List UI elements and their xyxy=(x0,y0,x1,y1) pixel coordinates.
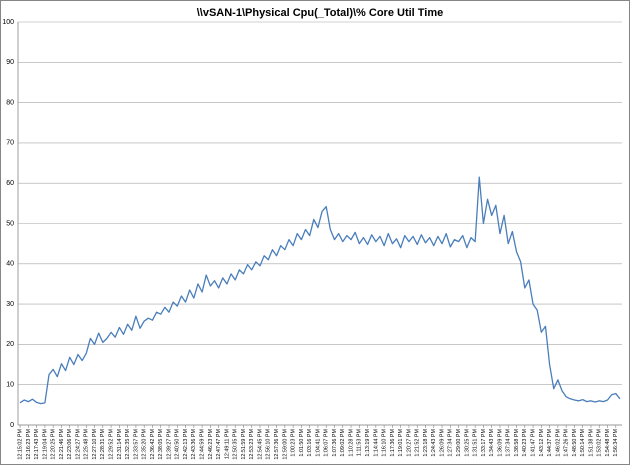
x-tick-label: 12:54:45 PM xyxy=(257,429,263,460)
x-tick-label: 1:29:00 PM xyxy=(456,428,462,456)
x-tick-label: 1:07:36 PM xyxy=(332,428,338,456)
y-tick-label: 30 xyxy=(6,301,14,308)
y-tick-label: 20 xyxy=(6,341,14,348)
x-tick-label: 1:46:02 PM xyxy=(555,428,561,456)
y-tick-label: 10 xyxy=(6,382,14,389)
x-tick-label: 1:27:34 PM xyxy=(448,428,454,456)
x-tick-label: 1:56:34 PM xyxy=(613,428,619,456)
x-tick-label: 12:38:05 PM xyxy=(158,429,164,460)
x-tick-label: 1:21:52 PM xyxy=(415,428,421,456)
x-tick-label: 1:33:17 PM xyxy=(481,428,487,456)
x-tick-label: 12:19:04 PM xyxy=(42,429,48,460)
x-tick-label: 1:03:16 PM xyxy=(307,428,313,456)
y-tick-label: 0 xyxy=(10,422,14,429)
x-tick-label: 1:34:43 PM xyxy=(489,428,495,456)
x-tick-label: 1:47:26 PM xyxy=(564,428,570,456)
x-tick-label: 1:24:43 PM xyxy=(431,428,437,456)
x-tick-label: 1:43:12 PM xyxy=(539,428,545,456)
x-tick-label: 1:16:10 PM xyxy=(382,428,388,456)
x-tick-label: 12:46:23 PM xyxy=(208,429,214,460)
x-tick-label: 1:38:58 PM xyxy=(514,428,520,456)
x-tick-label: 12:21:46 PM xyxy=(59,429,65,460)
x-tick-label: 12:42:13 PM xyxy=(183,429,189,460)
x-tick-label: 12:35:20 PM xyxy=(142,429,148,460)
x-tick-label: 1:06:07 PM xyxy=(324,428,330,456)
x-tick-label: 12:28:31 PM xyxy=(100,429,106,460)
x-tick-label: 12:56:10 PM xyxy=(266,429,272,460)
x-tick-label: 12:40:50 PM xyxy=(175,429,181,460)
x-tick-label: 12:25:48 PM xyxy=(84,429,90,460)
x-tick-label: 12:29:52 PM xyxy=(109,429,115,460)
x-tick-label: 12:49:11 PM xyxy=(224,428,230,459)
x-tick-label: 1:09:02 PM xyxy=(340,428,346,456)
x-tick-label: 1:41:47 PM xyxy=(530,428,536,456)
y-tick-label: 70 xyxy=(6,140,14,147)
x-tick-label: 12:23:06 PM xyxy=(67,429,73,460)
y-tick-label: 80 xyxy=(6,99,14,106)
x-tick-label: 1:37:34 PM xyxy=(506,428,512,456)
x-tick-label: 12:16:23 PM xyxy=(26,429,32,460)
x-tick-label: 12:15:02 PM xyxy=(17,429,23,460)
data-line xyxy=(19,176,621,405)
x-tick-label: 12:53:23 PM xyxy=(249,429,255,460)
x-tick-label: 12:59:00 PM xyxy=(282,429,288,460)
x-tick-label: 1:48:50 PM xyxy=(572,428,578,456)
chart-title: \\vSAN-1\Physical Cpu(_Total)\% Core Uti… xyxy=(197,7,444,19)
y-tick-label: 100 xyxy=(2,19,14,26)
x-tick-label: 1:01:50 PM xyxy=(299,428,305,456)
x-tick-label: 1:54:48 PM xyxy=(605,428,611,456)
x-tick-label: 12:47:47 PM xyxy=(216,429,222,460)
x-tick-label: 1:11:53 PM xyxy=(357,428,363,456)
x-tick-label: 1:36:09 PM xyxy=(497,428,503,456)
x-tick-label: 1:17:36 PM xyxy=(390,428,396,456)
x-tick-label: 12:31:14 PM xyxy=(117,429,123,460)
x-tick-label: 12:32:35 PM xyxy=(125,429,131,460)
x-tick-label: 1:10:28 PM xyxy=(348,428,354,456)
x-tick-label: 12:44:59 PM xyxy=(200,429,206,460)
x-tick-label: 1:14:44 PM xyxy=(373,428,379,456)
y-tick-label: 90 xyxy=(6,59,14,66)
x-tick-label: 12:17:43 PM xyxy=(34,429,40,460)
x-tick-label: 1:13:19 PM xyxy=(365,428,371,456)
y-tick-label: 50 xyxy=(6,220,14,227)
x-tick-label: 12:51:59 PM xyxy=(241,429,247,460)
x-tick-label: 1:26:09 PM xyxy=(439,428,445,456)
x-tick-label: 12:20:25 PM xyxy=(51,429,57,460)
x-tick-label: 1:00:23 PM xyxy=(291,428,297,456)
x-tick-label: 12:27:10 PM xyxy=(92,429,98,460)
x-tick-label: 1:40:23 PM xyxy=(522,428,528,456)
y-tick-label: 40 xyxy=(6,261,14,268)
x-tick-label: 1:19:01 PM xyxy=(398,428,404,456)
x-tick-label: 1:31:51 PM xyxy=(473,428,479,456)
x-tick-label: 1:23:18 PM xyxy=(423,428,429,456)
x-tick-label: 1:44:37 PM xyxy=(547,428,553,456)
x-tick-label: 1:20:27 PM xyxy=(406,428,412,456)
x-tick-label: 12:36:42 PM xyxy=(150,429,156,460)
x-tick-label: 1:04:41 PM xyxy=(315,428,321,456)
x-tick-label: 12:57:36 PM xyxy=(274,429,280,460)
x-tick-label: 1:51:38 PM xyxy=(588,428,594,456)
x-tick-label: 12:24:27 PM xyxy=(75,429,81,460)
x-tick-label: 1:53:02 PM xyxy=(597,428,603,456)
x-tick-label: 12:43:36 PM xyxy=(191,429,197,460)
x-tick-label: 1:50:14 PM xyxy=(580,428,586,456)
y-tick-label: 60 xyxy=(6,180,14,187)
x-tick-label: 12:33:57 PM xyxy=(133,429,139,460)
x-tick-label: 12:39:27 PM xyxy=(166,429,172,460)
x-tick-label: 12:50:35 PM xyxy=(233,429,239,460)
x-tick-label: 1:30:25 PM xyxy=(464,428,470,456)
